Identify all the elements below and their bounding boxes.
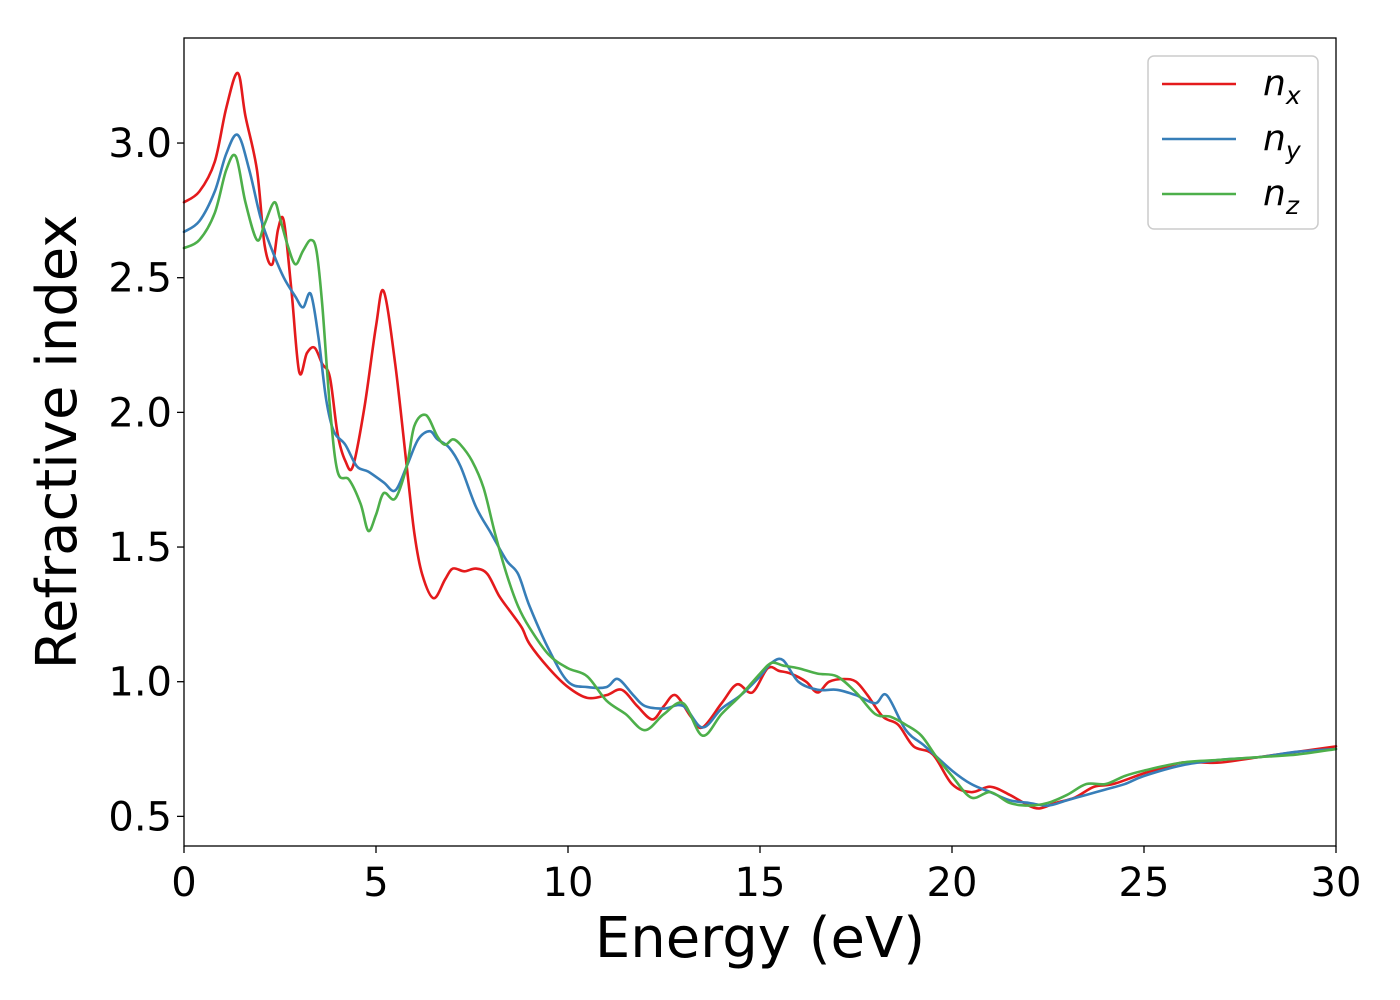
legend: nx ny nz xyxy=(1147,55,1319,230)
series-line-nz xyxy=(182,153,1338,807)
y-tick-label: 2.5 xyxy=(108,256,172,302)
legend-label-nz: nz xyxy=(1263,173,1300,220)
y-tick-label: 2.0 xyxy=(108,390,172,436)
plot-area xyxy=(184,38,1336,846)
legend-label-nx: nx xyxy=(1263,63,1301,110)
series-layer xyxy=(182,71,1338,810)
series-line-ny xyxy=(182,133,1338,807)
y-axis-label: Refractive index xyxy=(25,215,90,670)
x-tick-label: 30 xyxy=(1311,860,1362,906)
y-tick-label: 1.5 xyxy=(108,525,172,571)
x-tick-label: 10 xyxy=(543,860,594,906)
x-tick-label: 25 xyxy=(1119,860,1170,906)
y-tick-label: 1.0 xyxy=(108,660,172,706)
legend-box xyxy=(1147,55,1319,230)
x-axis-label: Energy (eV) xyxy=(595,906,925,971)
series-line-nx xyxy=(182,71,1338,810)
y-tick-label: 0.5 xyxy=(108,794,172,840)
x-axis-ticks: 0 5 10 15 20 25 30 xyxy=(171,846,1361,906)
y-axis-ticks: 0.5 1.0 1.5 2.0 2.5 3.0 xyxy=(108,121,184,840)
x-tick-label: 5 xyxy=(363,860,388,906)
x-tick-label: 0 xyxy=(171,860,196,906)
legend-label-ny: ny xyxy=(1263,118,1302,165)
x-tick-label: 15 xyxy=(735,860,786,906)
x-tick-label: 20 xyxy=(927,860,978,906)
y-tick-label: 3.0 xyxy=(108,121,172,167)
